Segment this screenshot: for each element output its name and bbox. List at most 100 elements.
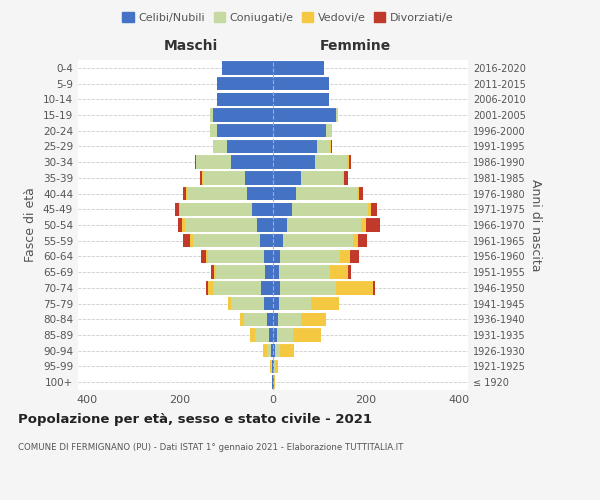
Bar	[280, 250, 340, 263]
Bar	[275, 344, 280, 358]
Bar	[227, 140, 273, 153]
Bar	[267, 344, 271, 358]
Bar	[263, 344, 267, 358]
Bar	[217, 124, 273, 138]
Bar	[274, 376, 275, 389]
Bar	[195, 156, 196, 169]
Bar	[278, 297, 311, 310]
Bar	[349, 156, 351, 169]
Bar	[315, 156, 347, 169]
Bar	[292, 202, 368, 216]
Text: Popolazione per età, sesso e stato civile - 2021: Popolazione per età, sesso e stato civil…	[18, 412, 372, 426]
Bar	[273, 281, 280, 294]
Bar	[271, 344, 273, 358]
Bar	[273, 187, 296, 200]
Bar	[273, 328, 277, 342]
Bar	[280, 344, 294, 358]
Bar	[348, 266, 350, 279]
Y-axis label: Anni di nascita: Anni di nascita	[529, 179, 542, 271]
Bar	[353, 234, 358, 247]
Bar	[275, 360, 278, 373]
Bar	[296, 187, 356, 200]
Bar	[268, 312, 273, 326]
Bar	[264, 250, 273, 263]
Bar	[273, 156, 315, 169]
Bar	[273, 124, 326, 138]
Bar	[343, 171, 344, 184]
Bar	[335, 281, 373, 294]
Bar	[326, 124, 332, 138]
Bar	[330, 140, 331, 153]
Bar	[278, 266, 329, 279]
Bar	[217, 77, 273, 90]
Bar	[184, 187, 186, 200]
Bar	[175, 202, 179, 216]
Bar	[206, 250, 208, 263]
Bar	[269, 328, 273, 342]
Bar	[273, 297, 278, 310]
Bar	[273, 344, 275, 358]
Bar	[301, 312, 326, 326]
Bar	[301, 171, 343, 184]
Bar	[245, 171, 273, 184]
Bar	[182, 218, 185, 232]
Bar	[273, 171, 301, 184]
Bar	[265, 266, 273, 279]
Bar	[262, 281, 273, 294]
Bar	[361, 218, 366, 232]
Bar	[201, 250, 206, 263]
Bar	[373, 281, 375, 294]
Bar	[283, 234, 353, 247]
Bar	[273, 77, 329, 90]
Bar	[368, 202, 371, 216]
Bar	[222, 61, 273, 74]
Bar	[273, 266, 278, 279]
Bar	[287, 218, 361, 232]
Bar	[184, 234, 190, 247]
Bar	[206, 281, 208, 294]
Bar	[211, 108, 212, 122]
Bar	[272, 376, 273, 389]
Text: Femmine: Femmine	[319, 40, 391, 54]
Bar	[311, 297, 339, 310]
Bar	[200, 171, 202, 184]
Bar	[247, 187, 273, 200]
Bar	[273, 61, 324, 74]
Bar	[277, 328, 293, 342]
Bar	[273, 360, 274, 373]
Bar	[359, 187, 362, 200]
Bar	[335, 108, 338, 122]
Bar	[317, 140, 330, 153]
Bar	[227, 297, 231, 310]
Bar	[211, 124, 217, 138]
Text: Maschi: Maschi	[164, 40, 218, 54]
Bar	[260, 234, 273, 247]
Bar	[273, 202, 292, 216]
Bar	[186, 187, 187, 200]
Bar	[196, 156, 231, 169]
Bar	[244, 312, 268, 326]
Bar	[214, 266, 216, 279]
Bar	[208, 281, 212, 294]
Bar	[344, 171, 348, 184]
Bar	[371, 202, 377, 216]
Bar	[193, 234, 260, 247]
Bar	[273, 218, 287, 232]
Bar	[239, 312, 244, 326]
Bar	[208, 250, 264, 263]
Text: COMUNE DI FERMIGNANO (PU) - Dati ISTAT 1° gennaio 2021 - Elaborazione TUTTITALIA: COMUNE DI FERMIGNANO (PU) - Dati ISTAT 1…	[18, 442, 403, 452]
Bar	[270, 360, 271, 373]
Bar	[273, 92, 329, 106]
Bar	[190, 234, 193, 247]
Bar	[216, 266, 265, 279]
Bar	[217, 92, 273, 106]
Bar	[273, 250, 280, 263]
Bar	[347, 156, 349, 169]
Bar	[278, 312, 301, 326]
Bar	[211, 266, 214, 279]
Bar	[273, 108, 335, 122]
Bar	[212, 140, 227, 153]
Bar	[203, 171, 245, 184]
Bar	[212, 281, 262, 294]
Bar	[331, 140, 332, 153]
